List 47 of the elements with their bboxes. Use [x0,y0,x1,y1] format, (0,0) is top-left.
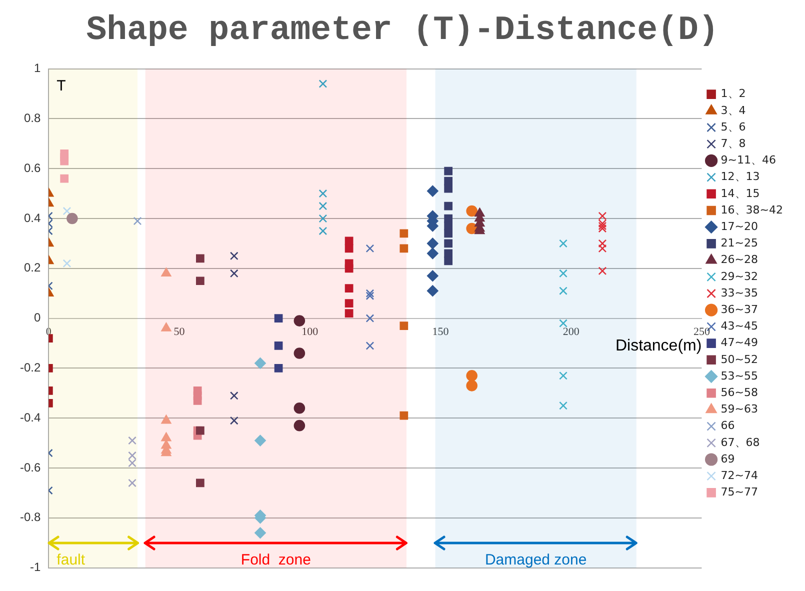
legend-label: 43~45 [720,320,758,333]
band-label: Fold zone [240,551,311,568]
legend-label: 69 [720,452,735,466]
legend-label: 1、2 [720,87,746,100]
legend-label: 56~58 [720,386,758,399]
y-tick-label: -0.2 [20,360,41,375]
x-tick-label: 200 [562,326,580,338]
legend-label: 21~25 [720,236,758,250]
legend-label: 16、38~42 [720,203,784,216]
y-tick-label: -0.4 [20,410,41,424]
legend-label: 72~74 [720,468,758,482]
y-tick-label: 0.8 [24,111,41,126]
y-tick-label: -0.6 [20,460,41,474]
legend-label: 9~11、46 [720,154,776,167]
band-label: fault [56,551,86,568]
legend-label: 53~55 [720,369,758,382]
legend-label: 47~49 [720,336,758,350]
legend-label: 7、8 [720,136,746,150]
legend-label: 29~32 [720,270,758,283]
y-tick-label: 0.2 [24,260,41,275]
y-tick-label: 0.4 [24,210,41,225]
y-tick-label: 1 [34,61,41,76]
x-tick-label: 50 [174,326,186,338]
x-tick-label: 150 [432,326,450,338]
x-tick-label: 100 [302,326,319,338]
legend-label: 17~20 [720,220,758,233]
x-tick-label: 250 [693,326,710,338]
x-axis-title: Distance(m) [615,338,702,355]
legend-label: 50~52 [720,352,758,366]
legend-label: 5、6 [720,120,746,134]
legend-label: 3、4 [720,104,746,117]
y-tick-label: 0 [34,310,41,325]
band-label: Damaged zone [484,551,587,568]
legend-label: 66 [720,419,735,432]
legend-label: 67、68 [720,436,760,449]
legend-label: 33~35 [720,286,758,300]
legend-label: 12、13 [720,170,760,184]
y-tick-label: 0.6 [24,160,41,175]
legend-label: 59~63 [720,402,758,416]
legend-label: 36~37 [720,302,758,316]
chart-title: Shape parameter (T)-Distance(D) [86,12,719,50]
y-axis-title: T [56,77,66,94]
y-tick-label: -1 [30,560,41,574]
y-tick-label: -0.8 [20,510,41,524]
legend-label: 26~28 [720,253,758,266]
legend-label: 14、15 [720,186,760,200]
legend-label: 75~77 [720,486,758,499]
